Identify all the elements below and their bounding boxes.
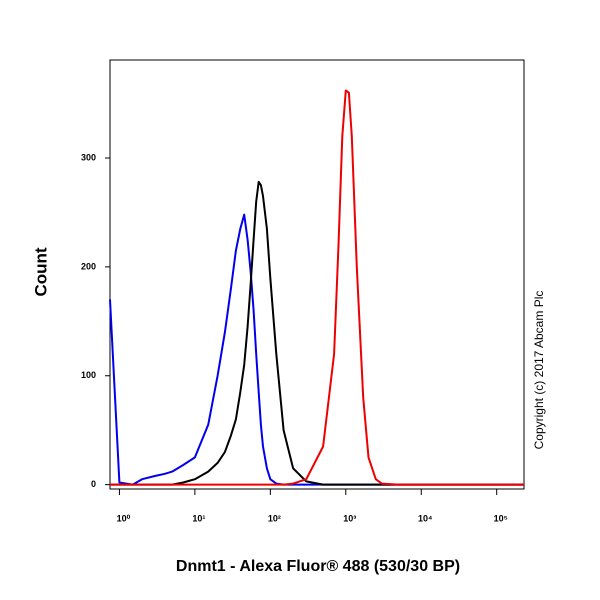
histogram-line bbox=[110, 89, 524, 486]
x-tick-label: 10² bbox=[268, 513, 281, 523]
x-tick-label: 10⁵ bbox=[494, 513, 508, 523]
y-tick-label: 300 bbox=[81, 152, 96, 162]
y-tick-label: 100 bbox=[81, 370, 96, 380]
x-tick-label: 10¹ bbox=[192, 513, 205, 523]
y-tick-label: 0 bbox=[91, 479, 96, 489]
copyright: Copyright (c) 2017 Abcam Plc bbox=[532, 291, 546, 450]
plot-frame bbox=[109, 59, 525, 490]
x-tick-label: 10⁴ bbox=[418, 513, 432, 523]
x-tick-label: 10³ bbox=[343, 513, 356, 523]
y-axis-label: Count bbox=[31, 247, 50, 296]
histogram-line bbox=[109, 213, 524, 486]
y-tick-label: 200 bbox=[81, 261, 96, 271]
histogram-line bbox=[110, 180, 524, 486]
x-axis-label: Dnmt1 - Alexa Fluor® 488 (530/30 BP) bbox=[176, 558, 460, 575]
x-tick-label: 10⁰ bbox=[117, 513, 131, 523]
